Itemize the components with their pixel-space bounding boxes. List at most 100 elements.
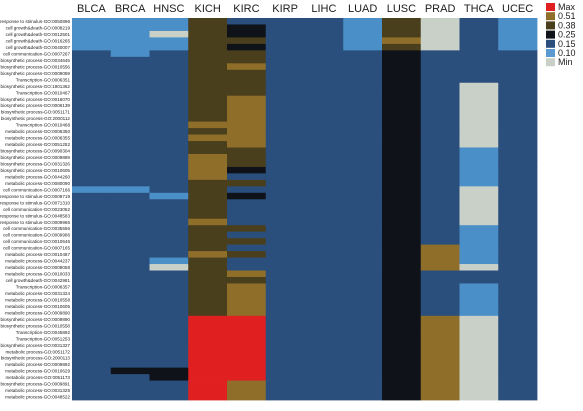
heatmap-cell [110, 121, 150, 129]
heatmap-cell [72, 315, 112, 323]
heatmap-cell [304, 115, 344, 122]
heatmap-cell [420, 296, 460, 304]
heatmap-cell [382, 205, 422, 213]
heatmap-cell [304, 328, 344, 336]
heatmap-cell [343, 108, 383, 116]
legend-label: 0.10 [558, 48, 576, 58]
heatmap-cell [188, 270, 228, 278]
heatmap-cell [110, 82, 150, 90]
heatmap-cell [227, 102, 267, 110]
heatmap-cell [110, 302, 150, 310]
heatmap-cell [459, 186, 499, 194]
row-label: cell growth&death-GO:0042981 [6, 278, 71, 283]
heatmap-cell [420, 121, 460, 129]
row-label: metabolic process-GO:0051172 [5, 349, 70, 354]
heatmap-cell [149, 257, 189, 265]
heatmap-cell [227, 296, 267, 304]
heatmap-cell [459, 24, 499, 32]
row-label: Transcription-GO:0006357 [16, 285, 71, 290]
heatmap-cell [72, 115, 112, 122]
heatmap-cell [149, 153, 189, 161]
row-label: metabolic process-GO:0010033 [5, 272, 70, 277]
heatmap-cell [382, 82, 422, 90]
heatmap-cell [72, 387, 112, 394]
heatmap-cell [72, 76, 112, 84]
column-label: HNSC [153, 3, 184, 15]
heatmap-cell [72, 283, 112, 291]
row-label: metabolic process-GO:0010605 [5, 304, 70, 309]
heatmap-cell [498, 264, 538, 271]
heatmap-cell [149, 128, 189, 135]
heatmap-cell [304, 296, 344, 304]
heatmap-cell [149, 231, 189, 239]
heatmap-cell [265, 387, 305, 394]
heatmap-cell [110, 56, 150, 64]
heatmap-cell [382, 134, 422, 142]
heatmap-cell [459, 361, 499, 369]
heatmap-cell [72, 309, 112, 317]
heatmap-cell [188, 309, 228, 317]
heatmap-cell [343, 348, 383, 356]
row-label: cell communication-GO:0010646 [3, 239, 70, 244]
heatmap-cell [227, 24, 267, 32]
heatmap-cell [420, 244, 460, 252]
heatmap-cell [420, 192, 460, 200]
heatmap-cell [149, 264, 189, 271]
heatmap-cell [304, 24, 344, 32]
heatmap-cell [420, 393, 460, 401]
heatmap-cell [498, 160, 538, 168]
row-label: metabolic process-GO:0048522 [5, 395, 70, 400]
heatmap-cell [382, 121, 422, 129]
heatmap-cell [420, 199, 460, 207]
heatmap-cell [343, 296, 383, 304]
heatmap-cell [149, 283, 189, 291]
heatmap-cell [498, 387, 538, 394]
legend-swatch [546, 58, 555, 67]
heatmap-cell [304, 315, 344, 323]
heatmap-cell [227, 309, 267, 317]
heatmap-cell [72, 218, 112, 226]
heatmap-cell [498, 380, 538, 388]
heatmap-cell [459, 225, 499, 233]
heatmap-cell [382, 173, 422, 181]
heatmap-cell [382, 257, 422, 265]
heatmap-cell [382, 374, 422, 381]
heatmap-cell [149, 380, 189, 388]
heatmap-cell [304, 361, 344, 369]
heatmap-cell [188, 341, 228, 349]
heatmap-cell [72, 24, 112, 32]
heatmap-cell [227, 179, 267, 187]
row-label: cell growth&death-GO:0008219 [6, 26, 71, 31]
heatmap-cell [382, 69, 422, 77]
heatmap-cell [420, 380, 460, 388]
heatmap-cell [498, 238, 538, 246]
heatmap-cell [420, 166, 460, 174]
heatmap-cell [72, 328, 112, 336]
heatmap-cell [72, 322, 112, 330]
heatmap-cell [343, 186, 383, 194]
heatmap-cell [149, 374, 189, 381]
heatmap-cell [110, 50, 150, 58]
column-label: KIRC [233, 3, 259, 15]
heatmap-cell [498, 76, 538, 84]
heatmap-cell [304, 205, 344, 213]
heatmap-cell [459, 160, 499, 168]
heatmap-cell [304, 179, 344, 187]
heatmap-cell [149, 95, 189, 103]
heatmap-cell [343, 69, 383, 77]
heatmap-cell [343, 264, 383, 271]
heatmap-cell [265, 218, 305, 226]
heatmap-cell [459, 354, 499, 362]
heatmap-cell [188, 218, 228, 226]
heatmap-cell [382, 296, 422, 304]
heatmap-cell [265, 166, 305, 174]
heatmap-cell [382, 244, 422, 252]
heatmap-cell [459, 192, 499, 200]
heatmap-cell [110, 134, 150, 142]
heatmap-cell [459, 121, 499, 129]
heatmap-cell [72, 179, 112, 187]
legend-swatch [546, 3, 555, 11]
row-label: biosynthetic process-GO:2000112 [1, 116, 71, 121]
legend-swatch [546, 39, 555, 48]
row-label: cell communication-GO:0007267 [3, 51, 70, 56]
